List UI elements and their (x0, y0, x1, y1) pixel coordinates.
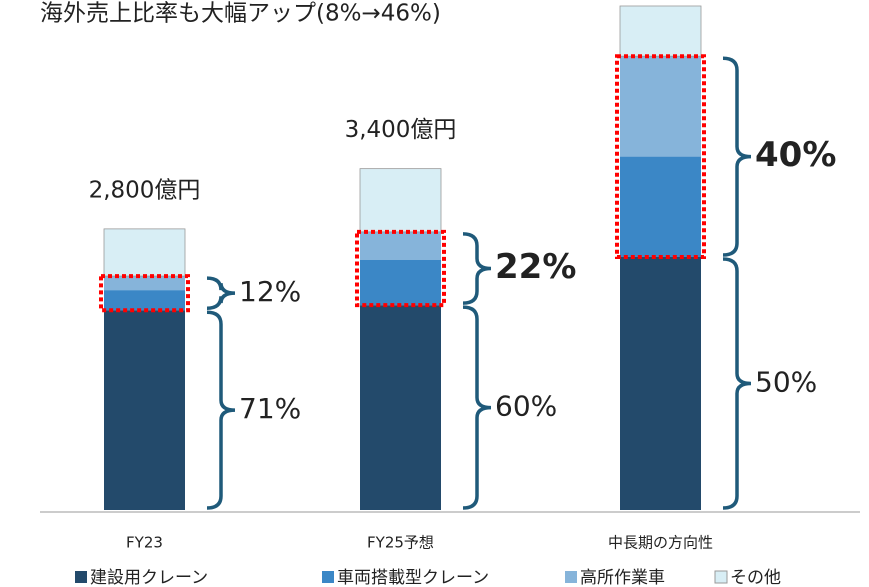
legend-label: 車両搭載型クレーン (337, 568, 489, 587)
bar-segment (360, 231, 441, 261)
share-label: 22% (495, 247, 576, 287)
legend-swatch (714, 570, 728, 584)
x-tick-label: FY25予想 (367, 534, 434, 552)
bar-segment (104, 276, 185, 291)
bar-segment (620, 156, 701, 257)
total-label: 2,800億円 (89, 177, 201, 203)
legend-swatch (75, 571, 87, 583)
bracket (722, 56, 752, 257)
x-tick-label: FY23 (126, 534, 163, 552)
bar-segment (104, 310, 185, 510)
bracket (206, 276, 236, 310)
total-label: 3,400億円 (345, 117, 457, 143)
bar-segment (104, 290, 185, 311)
x-tick-label: 中長期の方向性 (608, 534, 713, 552)
legend-swatch (322, 571, 334, 583)
highlight-box (99, 274, 190, 313)
bar-segment (620, 256, 701, 510)
bracket (462, 232, 492, 305)
bracket (206, 310, 236, 510)
legend-label: 建設用クレーン (90, 568, 208, 587)
highlight-box (355, 229, 446, 308)
bar-segment (619, 5, 702, 57)
share-label: 40% (755, 135, 836, 175)
share-label: 12% (239, 275, 301, 308)
share-label: 71% (239, 392, 301, 425)
bar-segment (360, 260, 441, 306)
share-label: 50% (755, 365, 817, 398)
legend-swatch (565, 571, 577, 583)
bracket (462, 305, 492, 510)
bracket (722, 257, 752, 510)
bar-segment (359, 168, 442, 233)
bar-segment (103, 228, 186, 277)
share-label: 60% (495, 390, 557, 423)
bar-segment (360, 305, 441, 510)
chart-title: 海外売上比率も大幅アップ(8%→46%) (40, 1, 441, 27)
highlight-box (615, 54, 706, 259)
legend-label: 高所作業車 (580, 568, 665, 587)
bar-segment (620, 56, 701, 157)
legend-label: その他 (730, 568, 781, 587)
